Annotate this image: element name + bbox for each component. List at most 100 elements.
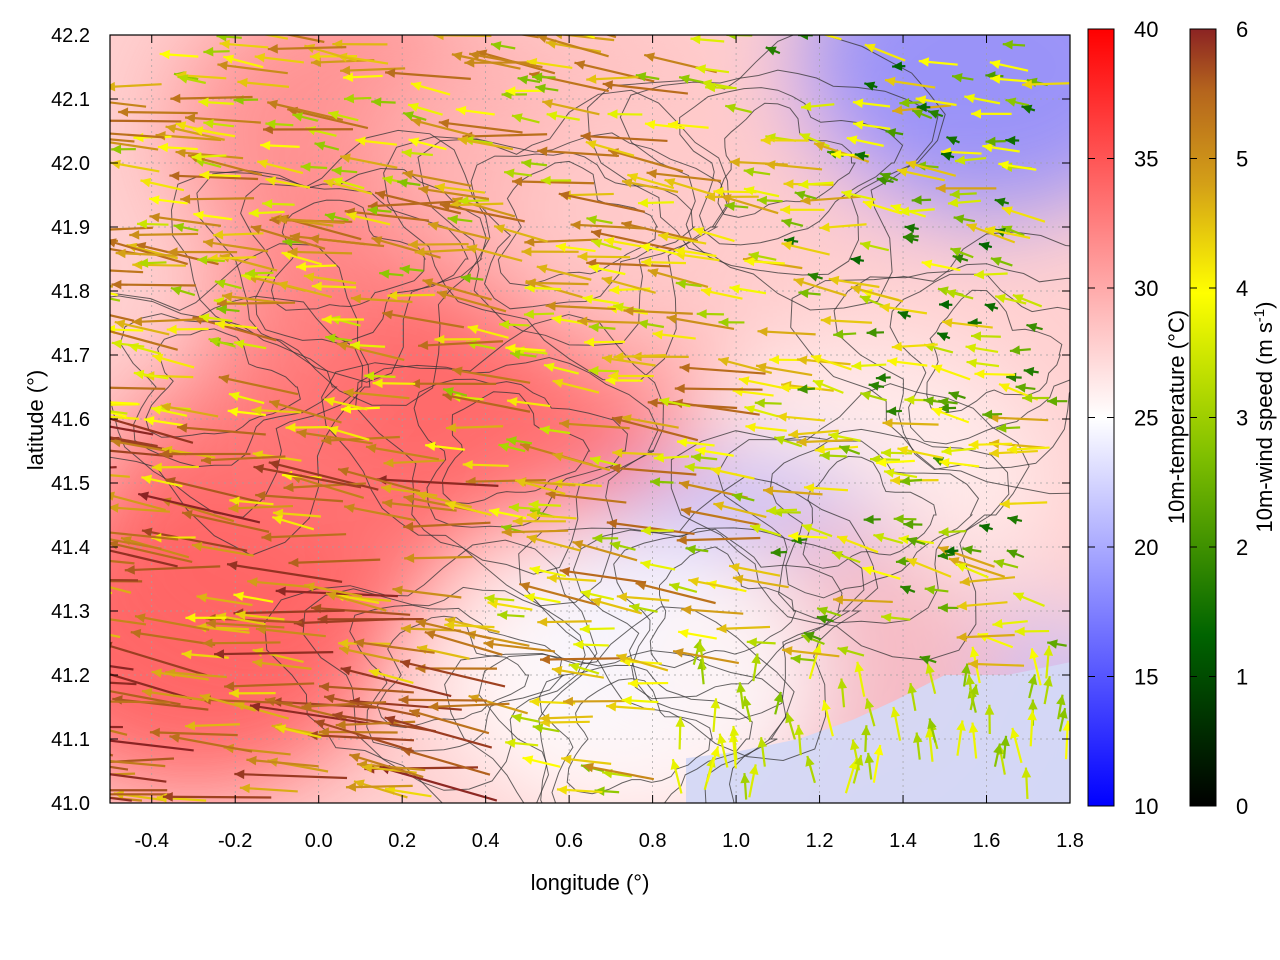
wind-arrow — [124, 565, 221, 575]
wind-arrow — [528, 499, 561, 510]
x-tick-label: -0.4 — [135, 830, 169, 852]
wind-arrow — [899, 98, 923, 108]
wind-arrow-shaft — [410, 118, 476, 138]
wind-arrow — [740, 773, 750, 800]
wind-arrow-shaft — [141, 689, 205, 702]
wind-arrow-head — [875, 372, 886, 383]
wind-arrow — [606, 701, 655, 712]
wind-arrow-head — [969, 684, 979, 696]
wind-arrow-shaft — [110, 591, 113, 595]
wind-arrow-head — [964, 93, 975, 104]
wind-arrow — [110, 132, 165, 139]
wind-arrow-head — [675, 716, 685, 727]
wind-arrow — [141, 527, 248, 552]
wind-arrow-head — [592, 533, 603, 544]
wind-arrow — [947, 197, 981, 208]
wind-arrow — [355, 136, 397, 146]
wind-arrow-head — [110, 238, 117, 248]
wind-arrow-head — [129, 230, 140, 240]
wind-arrow-shaft — [110, 549, 178, 568]
wind-arrow-head — [525, 278, 536, 288]
wind-arrow-head — [895, 556, 907, 566]
wind-arrow — [628, 603, 658, 613]
wind-arrow — [110, 586, 132, 594]
wind-arrow — [990, 256, 1013, 267]
wind-arrow — [904, 223, 919, 233]
wind-arrow — [407, 102, 443, 116]
wind-arrow — [235, 610, 285, 621]
wind-arrow-head — [601, 276, 613, 286]
wind-arrow — [732, 574, 789, 589]
wind-arrow — [984, 704, 995, 735]
wind-arrow-shaft — [110, 132, 165, 139]
wind-arrow — [906, 557, 952, 578]
wind-arrow — [954, 155, 987, 165]
wind-arrow-shaft — [184, 116, 261, 124]
x-tick-label: 0.6 — [555, 830, 583, 852]
wind-arrow-head — [1022, 393, 1033, 403]
wind-arrow-head — [915, 95, 927, 105]
wind-arrow — [218, 374, 299, 396]
wind-arrow-head — [400, 659, 411, 669]
wind-arrow-head — [974, 269, 985, 280]
wind-arrow — [292, 112, 319, 122]
wind-arrow-head — [927, 718, 937, 730]
wind-arrow-shaft — [181, 511, 270, 533]
wind-arrow-head — [170, 93, 181, 104]
wind-arrow — [414, 247, 475, 257]
wind-arrow-head — [609, 541, 621, 551]
wind-arrow — [882, 418, 939, 428]
wind-arrow — [580, 589, 615, 601]
wind-arrow-shaft — [609, 466, 697, 476]
wind-arrow-head — [670, 759, 680, 770]
wind-arrow-shaft — [720, 194, 779, 215]
wind-arrow-head — [913, 732, 923, 743]
wind-arrow-head — [451, 51, 463, 61]
wind-arrow — [925, 663, 937, 695]
wind-arrow — [325, 333, 353, 343]
wind-arrow-head — [911, 195, 922, 205]
wind-arrow — [151, 668, 209, 681]
wind-arrow-head — [950, 247, 962, 257]
wind-arrow — [110, 314, 135, 322]
contour-line — [802, 455, 937, 569]
wind-arrow — [577, 316, 641, 327]
wind-arrow-head — [202, 638, 213, 648]
wind-arrow-shaft — [559, 569, 647, 584]
colorbar-tick-label: 25 — [1134, 406, 1158, 431]
wind-arrow-shaft — [286, 108, 369, 130]
wind-arrow — [668, 582, 698, 594]
wind-arrow-shaft — [383, 459, 445, 465]
contour-line — [679, 87, 904, 246]
wind-arrow-shaft — [666, 316, 735, 331]
wind-arrow-shaft — [537, 149, 619, 157]
wind-arrow-head — [892, 61, 903, 71]
wind-arrow-head — [267, 99, 278, 110]
wind-arrow-head — [198, 97, 209, 108]
wind-arrow-shaft — [607, 148, 684, 173]
wind-arrow — [1043, 675, 1053, 705]
contour-line — [110, 243, 371, 556]
wind-arrow-head — [938, 527, 949, 537]
wind-arrow — [911, 109, 933, 120]
wind-arrow-head — [199, 170, 210, 180]
wind-arrow-head — [110, 503, 119, 513]
wind-arrow — [584, 337, 625, 347]
wind-arrow-shaft — [623, 309, 693, 315]
wind-arrow — [953, 214, 976, 224]
wind-arrow-shaft — [323, 695, 421, 718]
wind-arrow-head — [693, 227, 705, 237]
wind-arrow — [535, 83, 559, 94]
wind-arrow — [505, 738, 539, 748]
wind-arrow-head — [233, 591, 244, 601]
wind-arrow-head — [464, 58, 475, 68]
wind-arrow — [245, 268, 274, 278]
wind-arrow-head — [21, 726, 32, 735]
wind-arrow-head — [982, 142, 993, 153]
wind-arrow-head — [644, 119, 656, 130]
wind-arrow-head — [296, 428, 307, 439]
wind-arrow — [342, 72, 383, 82]
wind-arrow-head — [138, 258, 149, 268]
wind-arrow-head — [504, 168, 515, 178]
colorbar-tick-label: 10 — [1134, 794, 1158, 819]
